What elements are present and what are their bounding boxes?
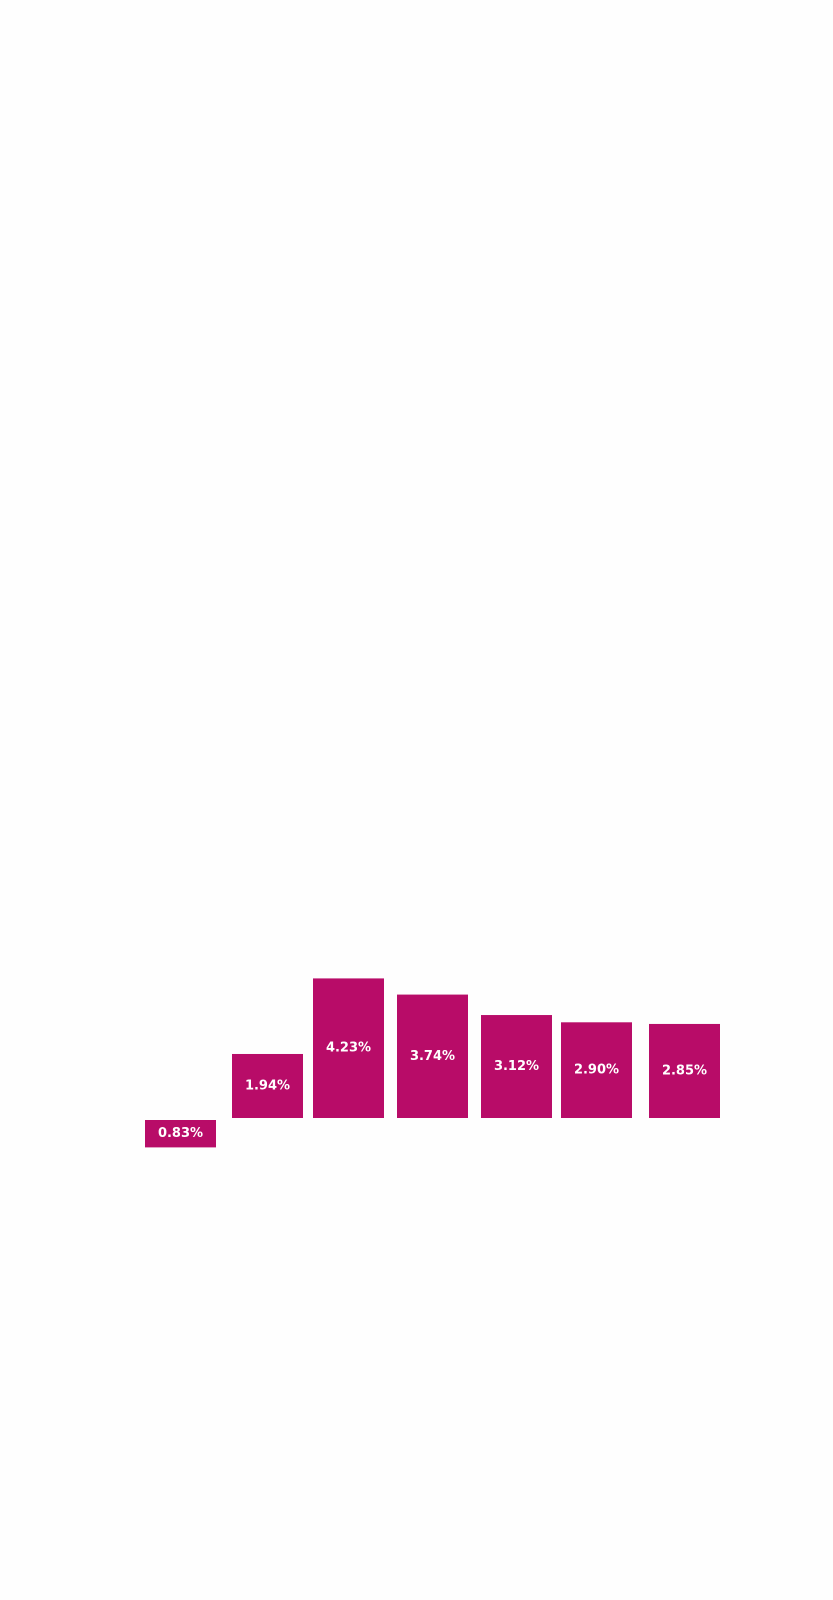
bar: [313, 978, 384, 1118]
bar: [649, 1023, 720, 1118]
value-label: 3.74%: [410, 1049, 455, 1064]
value-label: 3.12%: [494, 1059, 539, 1074]
value-label: 2.85%: [662, 1063, 707, 1078]
value-label: 0.83%: [158, 1126, 203, 1141]
bar: [481, 1015, 552, 1118]
value-label: 2.90%: [574, 1063, 619, 1078]
value-label: 4.23%: [326, 1041, 371, 1056]
bar: [561, 1022, 632, 1118]
bar: [145, 1120, 216, 1148]
bar: [397, 994, 468, 1118]
bar: [232, 1053, 303, 1118]
value-label: 1.94%: [245, 1078, 290, 1093]
